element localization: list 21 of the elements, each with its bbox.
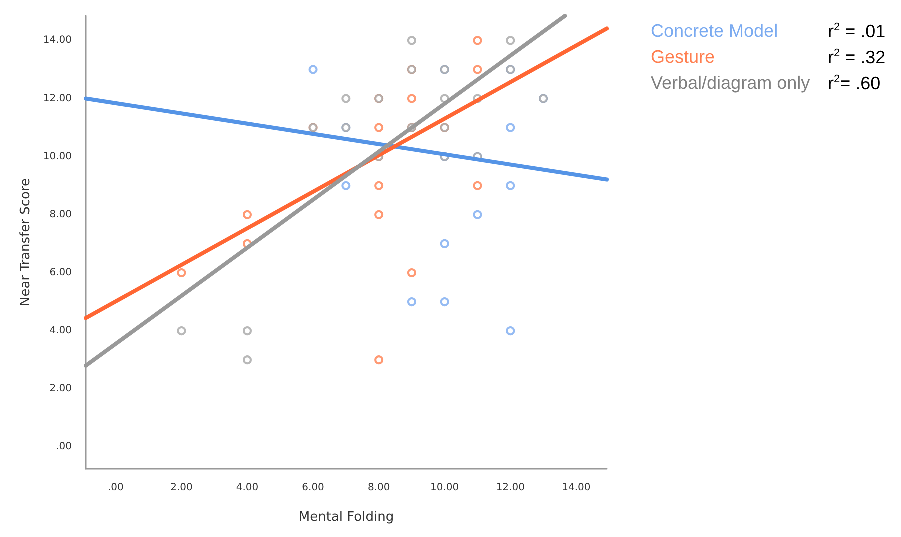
text: Verbal/diagram only [651,73,810,93]
y-tick-label: 12.00 [43,93,72,104]
y-tick-label: 10.00 [43,151,72,162]
text: Gesture [651,47,716,67]
x-tick-label: 14.00 [562,482,591,494]
x-tick-label: 2.00 [170,482,193,494]
y-tick-label: .00 [56,442,72,453]
y-tick-label: 2.00 [50,384,72,395]
x-axis-title: Mental Folding [298,510,394,525]
y-tick-label: 14.00 [43,35,72,46]
x-tick-label: .00 [108,482,124,494]
y-axis-title: Near Transfer Score [18,178,34,306]
y-tick-label: 6.00 [50,267,72,278]
text: Concrete Model [651,21,778,41]
y-tick-label: 4.00 [50,326,72,337]
x-tick-label: 8.00 [368,482,390,494]
x-tick-label: 12.00 [496,482,525,494]
x-tick-label: 4.00 [236,482,259,494]
y-tick-label: 8.00 [50,209,72,220]
x-tick-label: 6.00 [302,482,324,494]
x-tick-label: 10.00 [430,482,460,494]
